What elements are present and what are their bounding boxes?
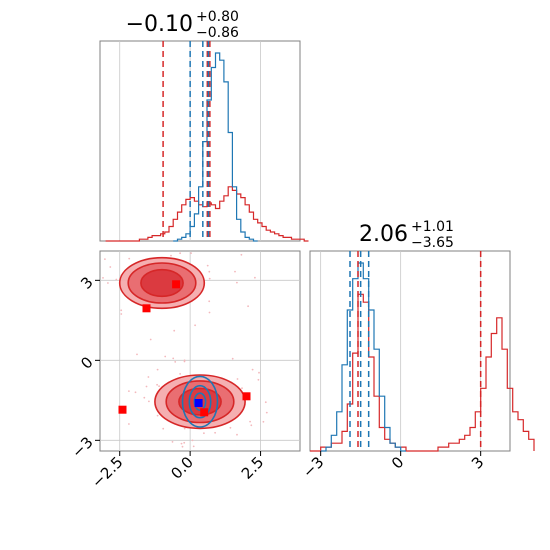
scatter-point	[257, 378, 260, 381]
scatter-point	[190, 252, 193, 255]
scatter-point	[208, 311, 211, 314]
scatter-point	[107, 282, 109, 284]
scatter-point	[208, 270, 211, 273]
scatter-point	[127, 390, 130, 392]
scatter-point	[234, 270, 236, 273]
scatter-point	[250, 424, 253, 427]
scatter-point	[265, 411, 268, 414]
scatter-point	[136, 353, 138, 356]
joint-y-tick-label: 0	[77, 353, 96, 372]
scatter-point	[262, 420, 265, 423]
red-marker	[242, 392, 251, 401]
scatter-point	[249, 420, 252, 423]
scatter-point	[128, 257, 131, 260]
x-marginal-title-value: −0.10	[126, 12, 193, 37]
scatter-point	[183, 441, 186, 444]
red-marker	[118, 405, 127, 414]
scatter-point	[203, 432, 205, 435]
y-marginal-histogram-red	[310, 293, 535, 452]
joint-y-tick-label: −3	[68, 433, 96, 461]
red-contour-level	[140, 268, 184, 298]
y-marginal-histogram-blue	[320, 262, 406, 452]
x-marginal-frame	[99, 40, 301, 242]
scatter-point	[172, 357, 175, 360]
x-marginal-title-minus: −0.86	[196, 25, 239, 41]
red-marker	[172, 280, 181, 289]
scatter-point	[162, 427, 165, 430]
scatter-point	[109, 266, 112, 268]
y-marginal-title-minus: −3.65	[411, 235, 454, 251]
scatter-point	[251, 368, 254, 371]
scatter-point	[134, 391, 137, 394]
scatter-point	[231, 357, 234, 360]
scatter-point	[179, 252, 182, 255]
quantile-lines	[162, 41, 482, 451]
scatter-point	[194, 324, 197, 327]
scatter-point	[156, 383, 159, 386]
scatter-point	[206, 264, 209, 267]
scatter-point	[148, 400, 150, 403]
side-x-tick-label: −3	[299, 453, 327, 481]
red-marker	[142, 304, 151, 313]
side-x-tick-label: 0	[388, 453, 407, 472]
scatter-point	[254, 276, 256, 279]
scatter-point	[158, 385, 161, 388]
blue-contour-level	[188, 384, 212, 419]
side-x-tick-label: 3	[468, 453, 487, 472]
joint-x-tick-label: 0.0	[167, 453, 197, 483]
scatter-point	[258, 371, 260, 374]
scatter-point	[145, 385, 148, 388]
y-marginal-title-value: 2.06	[359, 222, 408, 247]
joint-x-tick-label: −2.5	[88, 453, 126, 491]
scatter-point	[264, 401, 267, 404]
scatter-point	[208, 277, 211, 280]
scatter-point	[104, 258, 106, 260]
blue-contour-level	[181, 375, 219, 428]
scatter-point	[236, 378, 239, 380]
joint-x-tick-label: 2.5	[238, 453, 268, 483]
scatter-point	[156, 414, 159, 417]
scatter-point	[147, 376, 150, 378]
y-marginal-frame	[309, 250, 511, 452]
red-marker	[200, 408, 209, 417]
scatter-point	[240, 253, 243, 256]
x-marginal-title-plus: +0.80	[196, 9, 239, 25]
scatter-point	[192, 445, 195, 448]
y-marginal-title-plus: +1.01	[411, 219, 454, 235]
scatter-point	[214, 431, 217, 434]
blue-contour-level	[193, 392, 207, 412]
scatter-point	[173, 329, 176, 332]
scatter-point	[120, 313, 123, 315]
scatter-point	[181, 445, 184, 448]
scatter-point	[102, 277, 104, 279]
scatter-point	[247, 305, 250, 308]
scatter-point	[156, 368, 159, 371]
scatter-point	[164, 355, 167, 358]
scatter-point	[127, 423, 130, 425]
scatter-point	[241, 387, 243, 390]
marker-layer	[118, 280, 251, 417]
scatter-point	[229, 426, 232, 429]
scatter-point	[143, 396, 146, 399]
scatter-point	[208, 300, 211, 303]
scatter-point	[149, 338, 152, 341]
scatter-point	[236, 433, 238, 436]
joint-y-tick-label: 3	[77, 273, 96, 292]
histogram-layer	[105, 52, 535, 452]
scatter-point	[183, 427, 186, 430]
scatter-point	[170, 254, 172, 257]
blue-marker	[194, 399, 203, 407]
scatter-point	[191, 439, 194, 442]
x-marginal-histogram-red	[105, 186, 309, 242]
scatter-point	[115, 278, 118, 281]
scatter-point	[180, 442, 183, 445]
scatter-point	[171, 441, 174, 443]
scatter-point	[120, 309, 123, 312]
scatter-point	[183, 360, 186, 363]
scatter-point	[179, 373, 182, 375]
x-marginal-histogram-blue	[173, 52, 258, 242]
scatter-point	[174, 361, 177, 363]
scatter-point	[236, 281, 238, 284]
